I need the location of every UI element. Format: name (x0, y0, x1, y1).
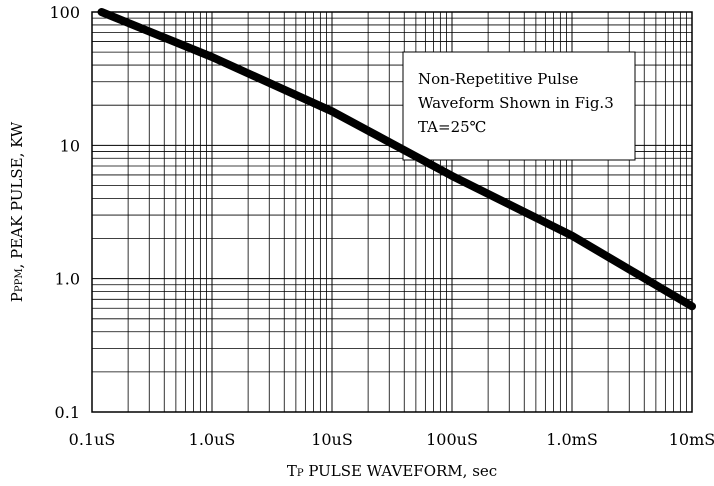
x-tick-label: 1.0uS (189, 430, 236, 449)
annotation-box: Non-Repetitive Pulse Waveform Shown in F… (402, 51, 636, 161)
annotation-line-2: Waveform Shown in Fig.3 (418, 94, 614, 112)
y-tick-label: 100 (49, 3, 80, 22)
grid-lines (92, 12, 692, 412)
y-tick-labels: 0.1 1.0 10 100 (49, 3, 80, 422)
annotation-line-3: TA=25℃ (418, 118, 486, 136)
x-tick-label: 10uS (311, 430, 353, 449)
x-tick-labels: 0.1uS 1.0uS 10uS 100uS 1.0mS 10mS (69, 430, 714, 449)
x-tick-label: 100uS (426, 430, 478, 449)
annotation-line-1: Non-Repetitive Pulse (418, 70, 579, 88)
series-group (97, 8, 696, 311)
x-tick-label: 10mS (669, 430, 714, 449)
y-axis-label: PPPM, PEAK PULSE, KW (8, 121, 26, 302)
x-axis-label: TP PULSE WAVEFORM, sec (287, 462, 497, 480)
x-tick-label: 0.1uS (69, 430, 116, 449)
plot-frame (91, 11, 693, 413)
x-tick-label: 1.0mS (546, 430, 598, 449)
y-tick-label: 0.1 (55, 403, 80, 422)
series-line-1 (97, 8, 696, 311)
y-tick-label: 1.0 (55, 270, 80, 289)
y-tick-label: 10 (60, 136, 80, 155)
